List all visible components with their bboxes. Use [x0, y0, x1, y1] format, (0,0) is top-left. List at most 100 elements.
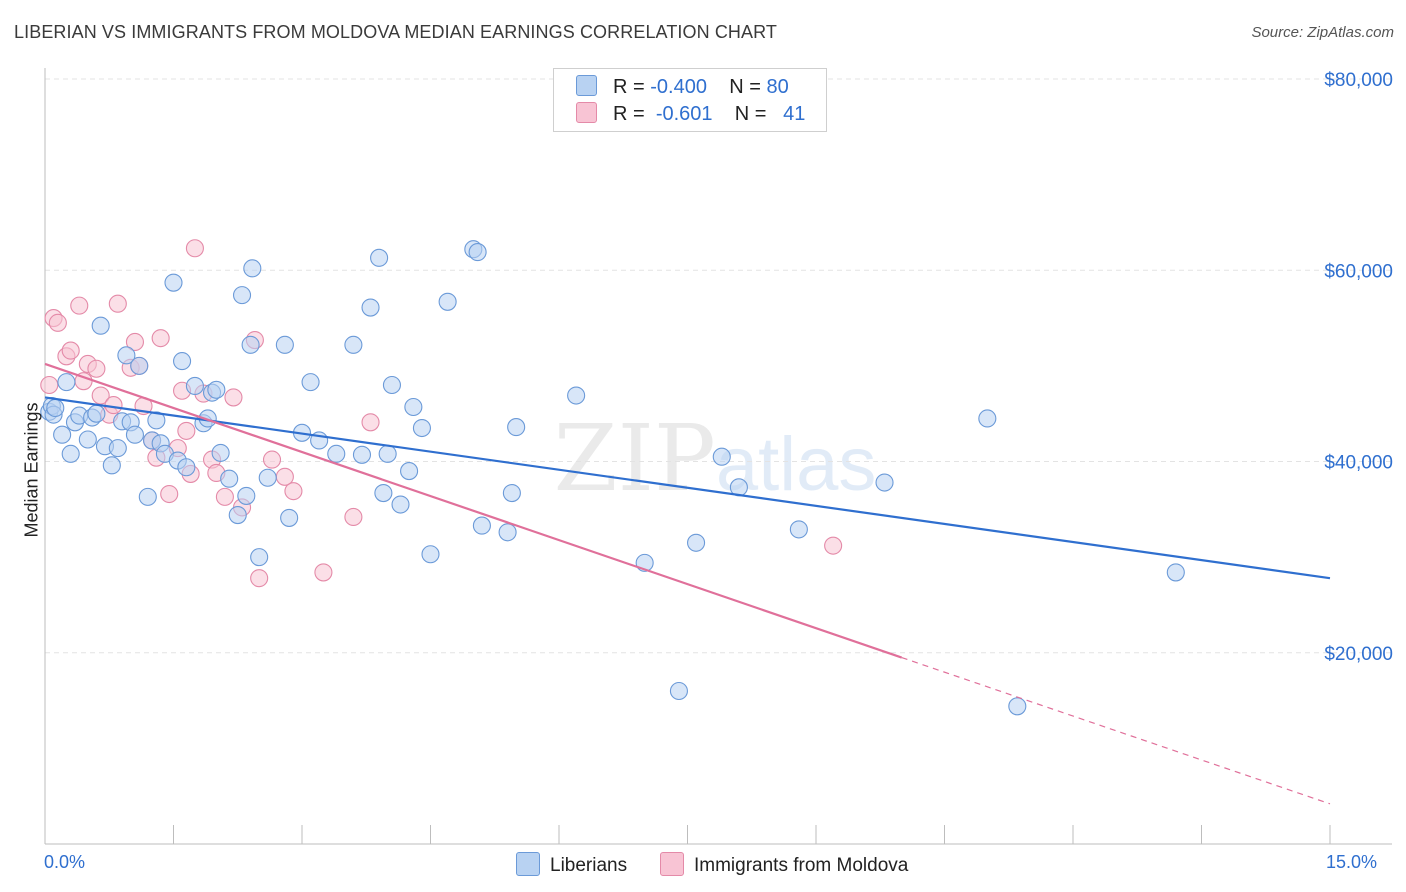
liberian-point [147, 411, 166, 430]
moldova-point [91, 386, 110, 405]
liberian-point [352, 445, 372, 464]
liberian-point [220, 469, 239, 488]
moldova-point [87, 359, 106, 378]
liberian-point [125, 425, 144, 444]
liberian-point [502, 484, 521, 503]
liberian-point [421, 545, 440, 564]
legend-item-liberians: Liberians [516, 852, 627, 877]
liberian-point [87, 404, 106, 423]
liberian-point [258, 468, 277, 487]
liberian-point [228, 505, 247, 525]
legend-n-value: 80 [766, 76, 789, 98]
legend-n-value: 41 [783, 103, 806, 125]
moldova-point [262, 450, 282, 469]
legend-label-liberians: Liberians [550, 855, 628, 876]
liberian-point [712, 447, 731, 466]
legend-row-liberians: R = -0.400 N = 80 [576, 75, 789, 101]
moldova-point [824, 536, 843, 555]
liberian-point [1008, 697, 1027, 716]
liberian-point [344, 335, 363, 354]
liberian-point [237, 486, 256, 505]
legend-r-value: -0.400 [650, 76, 707, 98]
liberian-point [412, 418, 431, 438]
liberian-point [567, 386, 586, 405]
axes [44, 68, 1392, 845]
y-tick-label: $60,000 [1324, 261, 1393, 282]
moldova-point [108, 294, 127, 313]
liberian-point [404, 397, 423, 417]
moldova-trend-extension [901, 656, 1331, 805]
liberian-point [1166, 563, 1185, 582]
liberian-point [374, 484, 393, 503]
liberian-point [438, 292, 457, 311]
liberian-point [978, 409, 997, 428]
moldova-legend-swatch [660, 852, 684, 876]
watermark: ZIPatlas [554, 405, 877, 512]
y-tick-labels: $20,000 $40,000 $60,000 $80,000 [1324, 70, 1393, 665]
liberian-point [687, 533, 706, 552]
legend-row-moldova: R = -0.601 N = 41 [576, 102, 805, 128]
correlation-legend: R = -0.400 N = 80 R = -0.601 N = 41 [553, 68, 827, 132]
y-tick-label: $80,000 [1324, 70, 1393, 91]
liberian-point [61, 444, 80, 463]
liberian-point [498, 523, 517, 542]
liberian-point [789, 520, 808, 539]
liberian-point [117, 346, 136, 365]
legend-item-moldova: Immigrants from Moldova [660, 852, 908, 877]
y-axis-label: Median Earnings [21, 402, 42, 538]
liberian-point [185, 376, 204, 396]
liberian-point [164, 273, 183, 292]
liberian-point [370, 248, 389, 267]
liberian-point [130, 356, 149, 375]
moldova-point [48, 313, 67, 332]
series-liberians [40, 240, 1185, 716]
chart-source: Source: ZipAtlas.com [1251, 24, 1394, 41]
legend-r-label: R = [613, 103, 645, 125]
liberian-point [301, 373, 320, 392]
liberian-point [243, 259, 262, 278]
liberian-point [177, 458, 196, 477]
moldova-trend-line [44, 362, 903, 659]
moldova-point [104, 396, 123, 415]
legend-label-moldova: Immigrants from Moldova [694, 855, 909, 876]
legend-r-value: -0.601 [655, 103, 713, 125]
liberian-point [327, 444, 346, 463]
moldova-point [61, 341, 80, 360]
moldova-point [215, 487, 234, 506]
moldova-point [40, 375, 59, 395]
liberian-point [241, 335, 260, 354]
moldova-point [70, 296, 89, 315]
trend-lines [44, 362, 1331, 805]
chart-title: LIBERIAN VS IMMIGRANTS FROM MOLDOVA MEDI… [14, 22, 777, 42]
legend-r-label: R = [613, 76, 645, 98]
liberian-point [275, 335, 294, 354]
moldova-point [314, 563, 333, 582]
liberian-point [250, 548, 269, 567]
liberian-point [108, 439, 127, 458]
liberian-point [382, 375, 402, 395]
x-tick-max: 15.0% [1326, 852, 1378, 872]
liberian-point [102, 456, 121, 475]
moldova-point [250, 569, 269, 588]
legend-n-label: N = [729, 76, 761, 98]
liberian-point [280, 508, 299, 527]
gridlines [45, 78, 1392, 654]
moldova-point [151, 329, 170, 348]
liberian-point [173, 352, 192, 371]
legend-n-label: N = [734, 103, 767, 125]
liberian-point [669, 681, 688, 701]
liberian-point [91, 316, 110, 335]
moldova-point [185, 239, 204, 258]
liberians-swatch [576, 75, 597, 96]
liberians-legend-swatch [516, 852, 540, 876]
liberian-point [400, 462, 419, 481]
y-tick-label: $20,000 [1324, 644, 1393, 665]
moldova-swatch [576, 102, 597, 123]
liberian-point [138, 487, 157, 506]
y-tick-label: $40,000 [1324, 453, 1393, 474]
liberian-point [46, 398, 65, 418]
liberian-point [361, 298, 380, 317]
liberian-point [875, 473, 894, 492]
x-tick-min: 0.0% [44, 852, 86, 872]
